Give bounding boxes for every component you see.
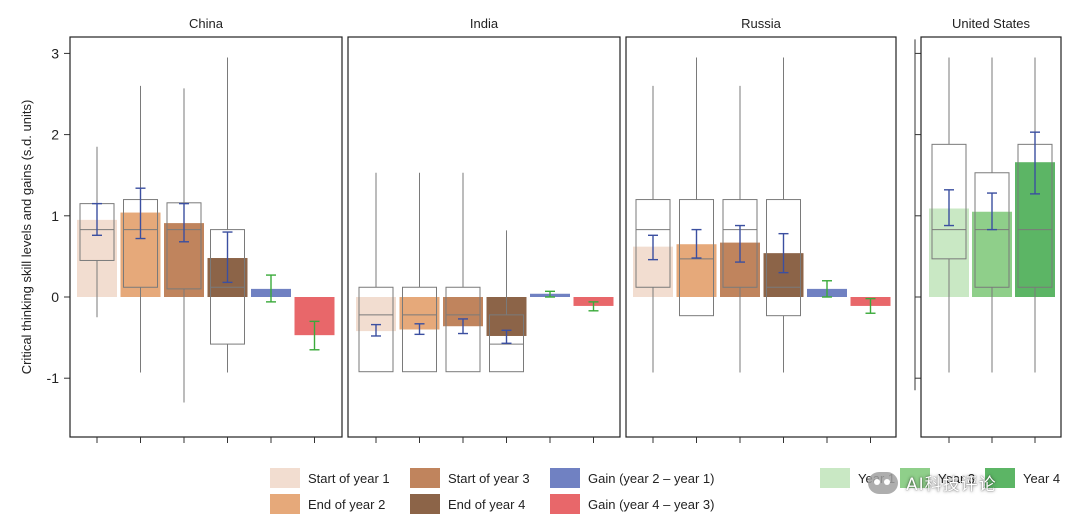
panel-frame [625,36,897,438]
panel-title: China [189,16,224,31]
panel-india: India [347,16,621,443]
panel-title: Russia [741,16,782,31]
y-tick-label: 0 [51,289,59,305]
box-iqr [635,199,671,288]
panel-frame [920,36,1062,438]
box-iqr [358,286,394,373]
box-iqr [445,286,481,373]
y-tick-label: 3 [51,45,59,61]
box-iqr [402,286,437,373]
panel-title: United States [952,16,1031,31]
panel-frame [69,36,343,438]
panel-russia: Russia [625,16,897,443]
y-axis-title: Critical thinking skill levels and gains… [19,100,34,375]
box-iqr [166,202,202,290]
watermark-text: AI科技评论 [906,475,997,495]
box-iqr [931,143,967,260]
y-tick-label: 1 [51,208,59,224]
y-tick-label: 2 [51,127,59,143]
panel-frame [347,36,621,438]
y-tick-label: -1 [47,370,60,386]
wechat-icon [868,471,898,494]
watermark: AI科技评论 [868,470,997,495]
box-iqr [489,314,524,373]
panel-title: India [470,16,499,31]
panel-united-states: United States [920,16,1062,443]
box-iqr [679,199,714,317]
panel-china: China [69,16,343,443]
box-iqr [766,199,801,317]
box-iqr [722,199,758,288]
